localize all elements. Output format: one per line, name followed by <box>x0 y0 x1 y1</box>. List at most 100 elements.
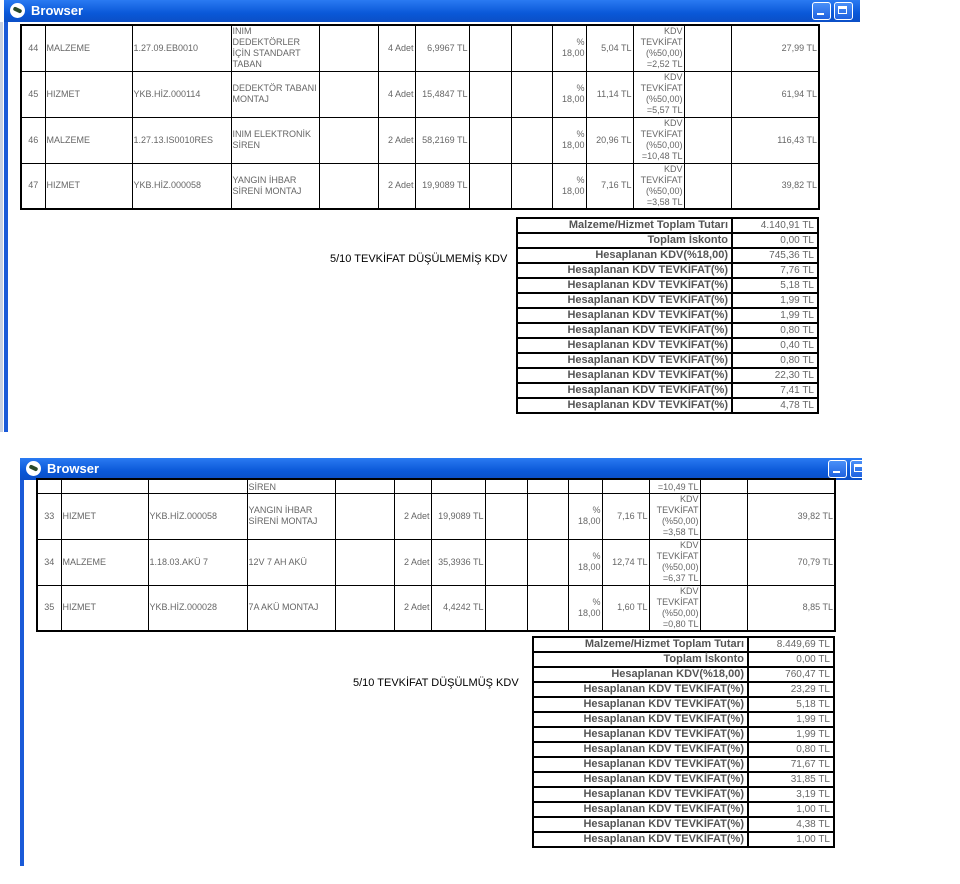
summary-row: Hesaplanan KDV TEVKİFAT(%) 5,18 TL <box>532 696 835 713</box>
row-number: 45 <box>20 70 46 118</box>
kdv-amount: 5,04 TL <box>585 24 634 72</box>
title-bar[interactable]: Browser <box>20 458 862 480</box>
summary-label: Hesaplanan KDV TEVKİFAT(%) <box>516 277 733 294</box>
empty-cell <box>683 162 732 210</box>
unit-price: 35,3936 TL <box>430 538 486 586</box>
item-type: MALZEME <box>44 24 133 72</box>
empty-cell <box>334 478 395 494</box>
summary-label: Hesaplanan KDV TEVKİFAT(%) <box>516 322 733 339</box>
tevkifat-info: KDV TEVKİFAT (%50,00) =5,57 TL <box>632 70 685 118</box>
maximize-button[interactable] <box>850 460 862 478</box>
unit-price: 19,9089 TL <box>414 162 470 210</box>
summary-row: Hesaplanan KDV TEVKİFAT(%) 0,40 TL <box>516 337 819 354</box>
minimize-button[interactable] <box>812 2 831 20</box>
summary-row: Hesaplanan KDV TEVKİFAT(%) 4,38 TL <box>532 816 835 833</box>
summary-value: 0,80 TL <box>747 741 835 758</box>
unit-price: 4,4242 TL <box>430 584 486 632</box>
summary-row: Hesaplanan KDV TEVKİFAT(%) 5,18 TL <box>516 277 819 294</box>
quantity <box>393 478 432 494</box>
empty-cell <box>510 70 553 118</box>
empty-cell <box>318 116 379 164</box>
item-description: INIM ELEKTRONİK SİREN <box>230 116 320 164</box>
empty-cell <box>526 492 569 540</box>
unit-price: 19,9089 TL <box>430 492 486 540</box>
summary-label: Hesaplanan KDV TEVKİFAT(%) <box>516 367 733 384</box>
summary-row: Malzeme/Hizmet Toplam Tutarı 4.140,91 TL <box>516 217 819 234</box>
summary-value: 8.449,69 TL <box>747 636 835 653</box>
table-row: 47 HIZMET YKB.HİZ.000058 YANGIN İHBAR SİREN… <box>20 162 820 210</box>
item-code: YKB.HİZ.000058 <box>147 492 248 540</box>
summary-row: Hesaplanan KDV TEVKİFAT(%) 71,67 TL <box>532 756 835 773</box>
kdv-rate: % 18,00 <box>551 116 587 164</box>
item-description: 7A AKÜ MONTAJ <box>246 584 336 632</box>
table-row: 33 HIZMET YKB.HİZ.000058 YANGIN İHBAR SİREN… <box>36 492 836 540</box>
kdv-amount <box>601 478 650 494</box>
empty-cell <box>683 116 732 164</box>
kdv-rate <box>567 478 603 494</box>
summary-table: Malzeme/Hizmet Toplam Tutarı 8.449,69 TL T… <box>532 636 835 848</box>
row-number <box>36 478 62 494</box>
title-bar[interactable]: Browser <box>4 0 860 22</box>
summary-value: 1,00 TL <box>747 801 835 818</box>
item-type: HIZMET <box>44 70 133 118</box>
summary-row: Hesaplanan KDV(%18,00) 760,47 TL <box>532 666 835 683</box>
empty-cell <box>484 538 528 586</box>
kdv-rate: % 18,00 <box>551 24 587 72</box>
summary-row: Hesaplanan KDV TEVKİFAT(%) 23,29 TL <box>532 681 835 698</box>
item-description: 12V 7 AH AKÜ <box>246 538 336 586</box>
empty-cell <box>468 116 512 164</box>
row-number: 35 <box>36 584 62 632</box>
line-total: 8,85 TL <box>746 584 836 632</box>
row-number: 44 <box>20 24 46 72</box>
empty-cell <box>510 24 553 72</box>
empty-cell <box>318 24 379 72</box>
table-row: 44 MALZEME 1.27.09.EB0010 INIM DEDEKTÖRLER … <box>20 24 820 72</box>
browser-window-2: Browser SİREN =10,49 TL 33 HIZMET YKB.HİZ.00… <box>20 458 862 866</box>
summary-value: 5,18 TL <box>747 696 835 713</box>
item-type: HIZMET <box>60 584 149 632</box>
line-total: 61,94 TL <box>730 70 820 118</box>
item-description: DEDEKTÖR TABANI MONTAJ <box>230 70 320 118</box>
row-number: 46 <box>20 116 46 164</box>
empty-cell <box>526 584 569 632</box>
summary-label: Malzeme/Hizmet Toplam Tutarı <box>516 217 733 234</box>
summary-value: 5,18 TL <box>731 277 819 294</box>
tevkifat-info: KDV TEVKİFAT (%50,00) =0,80 TL <box>648 584 701 632</box>
summary-label: Hesaplanan KDV TEVKİFAT(%) <box>532 786 749 803</box>
summary-label: Hesaplanan KDV TEVKİFAT(%) <box>532 756 749 773</box>
summary-label: Hesaplanan KDV TEVKİFAT(%) <box>532 801 749 818</box>
summary-label: Hesaplanan KDV TEVKİFAT(%) <box>532 711 749 728</box>
empty-cell <box>683 24 732 72</box>
kdv-rate: % 18,00 <box>567 584 603 632</box>
summary-label: Hesaplanan KDV TEVKİFAT(%) <box>532 741 749 758</box>
summary-row: Hesaplanan KDV TEVKİFAT(%) 7,41 TL <box>516 382 819 399</box>
empty-cell <box>526 478 569 494</box>
summary-row: Hesaplanan KDV TEVKİFAT(%) 22,30 TL <box>516 367 819 384</box>
summary-value: 71,67 TL <box>747 756 835 773</box>
tevkifat-info: =10,49 TL <box>648 478 701 494</box>
minimize-button[interactable] <box>828 460 847 478</box>
summary-row: Hesaplanan KDV TEVKİFAT(%) 3,19 TL <box>532 786 835 803</box>
summary-value: 1,99 TL <box>747 726 835 743</box>
item-code: 1.18.03.AKÜ 7 <box>147 538 248 586</box>
summary-value: 1,00 TL <box>747 831 835 848</box>
empty-cell <box>484 492 528 540</box>
summary-row: Hesaplanan KDV TEVKİFAT(%) 0,80 TL <box>516 352 819 369</box>
kdv-rate: % 18,00 <box>567 538 603 586</box>
item-type <box>60 478 149 494</box>
table-row-partial: SİREN =10,49 TL <box>36 478 836 494</box>
quantity: 2 Adet <box>393 538 432 586</box>
window-border <box>4 22 8 432</box>
quantity: 4 Adet <box>377 70 416 118</box>
summary-row: Hesaplanan KDV TEVKİFAT(%) 1,99 TL <box>532 711 835 728</box>
summary-label: Malzeme/Hizmet Toplam Tutarı <box>532 636 749 653</box>
summary-value: 1,99 TL <box>731 307 819 324</box>
empty-cell <box>334 538 395 586</box>
unit-price <box>430 478 486 494</box>
kdv-amount: 20,96 TL <box>585 116 634 164</box>
maximize-button[interactable] <box>834 2 853 20</box>
unit-price: 58,2169 TL <box>414 116 470 164</box>
line-total: 116,43 TL <box>730 116 820 164</box>
item-description: YANGIN İHBAR SİRENİ MONTAJ <box>246 492 336 540</box>
summary-label: Hesaplanan KDV TEVKİFAT(%) <box>516 382 733 399</box>
